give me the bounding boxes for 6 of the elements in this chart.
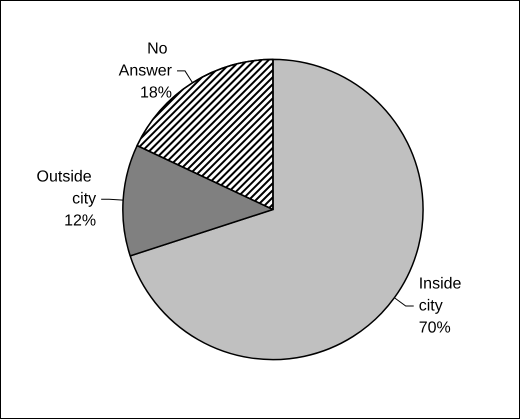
data-label: 18% xyxy=(140,84,172,102)
slice-label: Inside city xyxy=(418,275,466,314)
data-label: 70% xyxy=(418,319,451,336)
slice-label: Outside city xyxy=(36,168,96,208)
data-label: 12% xyxy=(64,212,96,230)
slice-label: No Answer xyxy=(118,40,173,80)
